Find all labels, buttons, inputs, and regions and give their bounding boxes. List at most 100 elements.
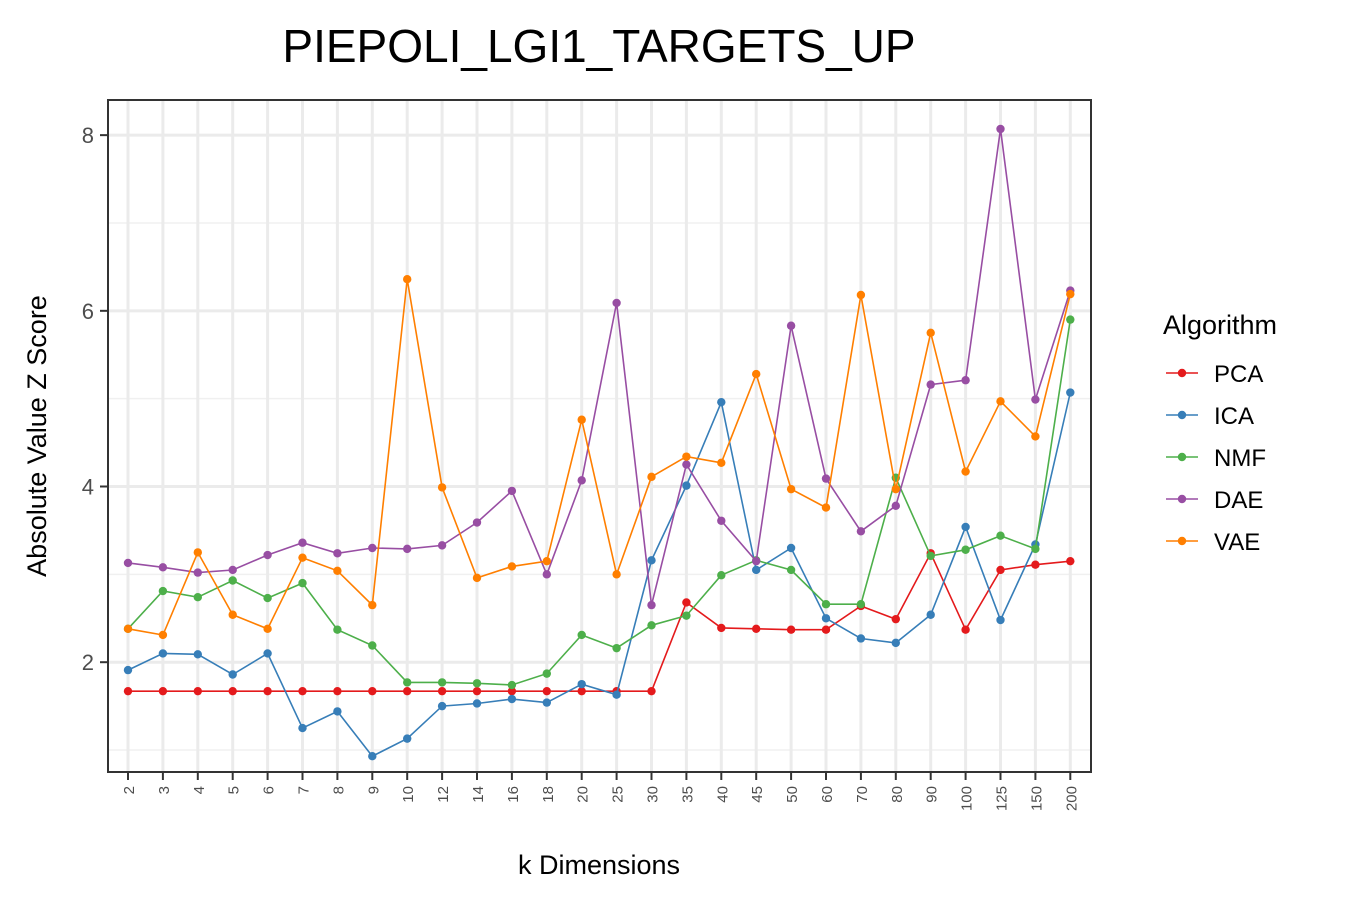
legend-label: ICA — [1214, 403, 1254, 430]
data-point — [647, 600, 656, 610]
x-tick-label: 30 — [645, 786, 662, 803]
x-tick-label: 2 — [121, 786, 138, 794]
data-point — [472, 573, 482, 583]
data-point — [961, 467, 970, 476]
data-point — [786, 321, 796, 330]
x-tick-label: 18 — [540, 786, 557, 803]
data-point — [1066, 556, 1075, 566]
data-point — [193, 650, 202, 659]
data-point — [472, 699, 482, 708]
data-point — [891, 501, 900, 511]
legend-label: DAE — [1214, 487, 1263, 514]
data-point — [1031, 395, 1040, 404]
data-point — [472, 679, 482, 688]
data-point — [123, 686, 133, 696]
data-point — [228, 610, 237, 619]
data-point — [368, 751, 377, 761]
x-tick-label: 125 — [994, 786, 1011, 811]
data-point — [786, 625, 796, 634]
data-point — [507, 486, 517, 496]
data-point — [612, 298, 621, 308]
data-point — [682, 452, 691, 461]
data-point — [926, 610, 935, 619]
data-point — [123, 665, 133, 675]
data-point — [333, 625, 342, 634]
legend-label: PCA — [1214, 361, 1263, 388]
data-point — [891, 614, 900, 624]
x-tick-label: 35 — [679, 786, 696, 803]
data-point — [647, 556, 656, 565]
data-point — [403, 686, 412, 696]
data-point — [298, 723, 307, 733]
data-point — [542, 698, 551, 707]
data-point — [1031, 544, 1040, 554]
series-dae — [123, 124, 1075, 610]
data-point — [682, 460, 691, 469]
data-point — [612, 690, 621, 699]
data-point — [403, 678, 412, 687]
legend-point — [1177, 494, 1187, 504]
series-nmf — [123, 315, 1075, 690]
data-point — [193, 686, 202, 696]
data-point — [717, 623, 726, 633]
data-point — [577, 476, 586, 485]
x-tick-label: 50 — [784, 786, 801, 803]
data-point — [926, 328, 935, 337]
data-point — [263, 550, 272, 560]
data-point — [228, 565, 237, 575]
data-point — [996, 615, 1005, 625]
y-axis: 2 4 6 8 — [82, 123, 108, 675]
data-point — [298, 578, 307, 588]
data-point — [682, 611, 691, 620]
data-point — [403, 544, 412, 554]
data-point — [821, 625, 831, 634]
data-point — [786, 484, 796, 494]
data-point — [717, 571, 726, 580]
y-tick-label: 2 — [82, 650, 94, 675]
legend-item-dae: DAE — [1166, 487, 1263, 514]
x-axis-title: k Dimensions — [518, 850, 680, 880]
x-tick-label: 8 — [330, 786, 347, 794]
x-tick-label: 80 — [889, 786, 906, 803]
legend-item-ica: ICA — [1166, 403, 1254, 430]
x-tick-label: 100 — [959, 786, 976, 811]
y-tick-label: 6 — [82, 299, 94, 324]
data-point — [752, 565, 761, 575]
data-point — [542, 669, 551, 678]
data-point — [193, 548, 202, 557]
x-tick-label: 10 — [400, 786, 417, 803]
data-point — [368, 641, 377, 650]
x-tick-label: 60 — [819, 786, 836, 803]
data-point — [647, 686, 656, 696]
data-point — [472, 518, 482, 527]
data-point — [263, 624, 272, 634]
legend-label: NMF — [1214, 445, 1266, 472]
legend: Algorithm PCA ICA NMF DAE VAE — [1163, 310, 1277, 556]
data-point — [717, 397, 726, 407]
data-point — [333, 707, 342, 716]
data-point — [368, 686, 377, 696]
legend-point — [1177, 368, 1187, 378]
data-point — [542, 570, 551, 579]
data-point — [682, 598, 691, 607]
data-point — [647, 621, 656, 630]
data-point — [507, 694, 517, 704]
data-point — [717, 458, 726, 467]
data-point — [158, 686, 168, 696]
data-point — [752, 556, 761, 566]
x-tick-label: 16 — [505, 786, 522, 803]
series-line — [127, 128, 1072, 606]
x-tick-label: 70 — [854, 786, 871, 803]
series-line — [127, 319, 1072, 686]
series-vae — [123, 275, 1075, 640]
data-point — [298, 553, 307, 562]
data-point — [298, 538, 307, 547]
data-point — [926, 380, 935, 389]
data-point — [891, 638, 900, 648]
data-point — [368, 600, 377, 610]
data-point — [333, 686, 342, 696]
data-point — [786, 565, 796, 575]
data-point — [228, 686, 237, 696]
legend-item-vae: VAE — [1166, 529, 1260, 556]
